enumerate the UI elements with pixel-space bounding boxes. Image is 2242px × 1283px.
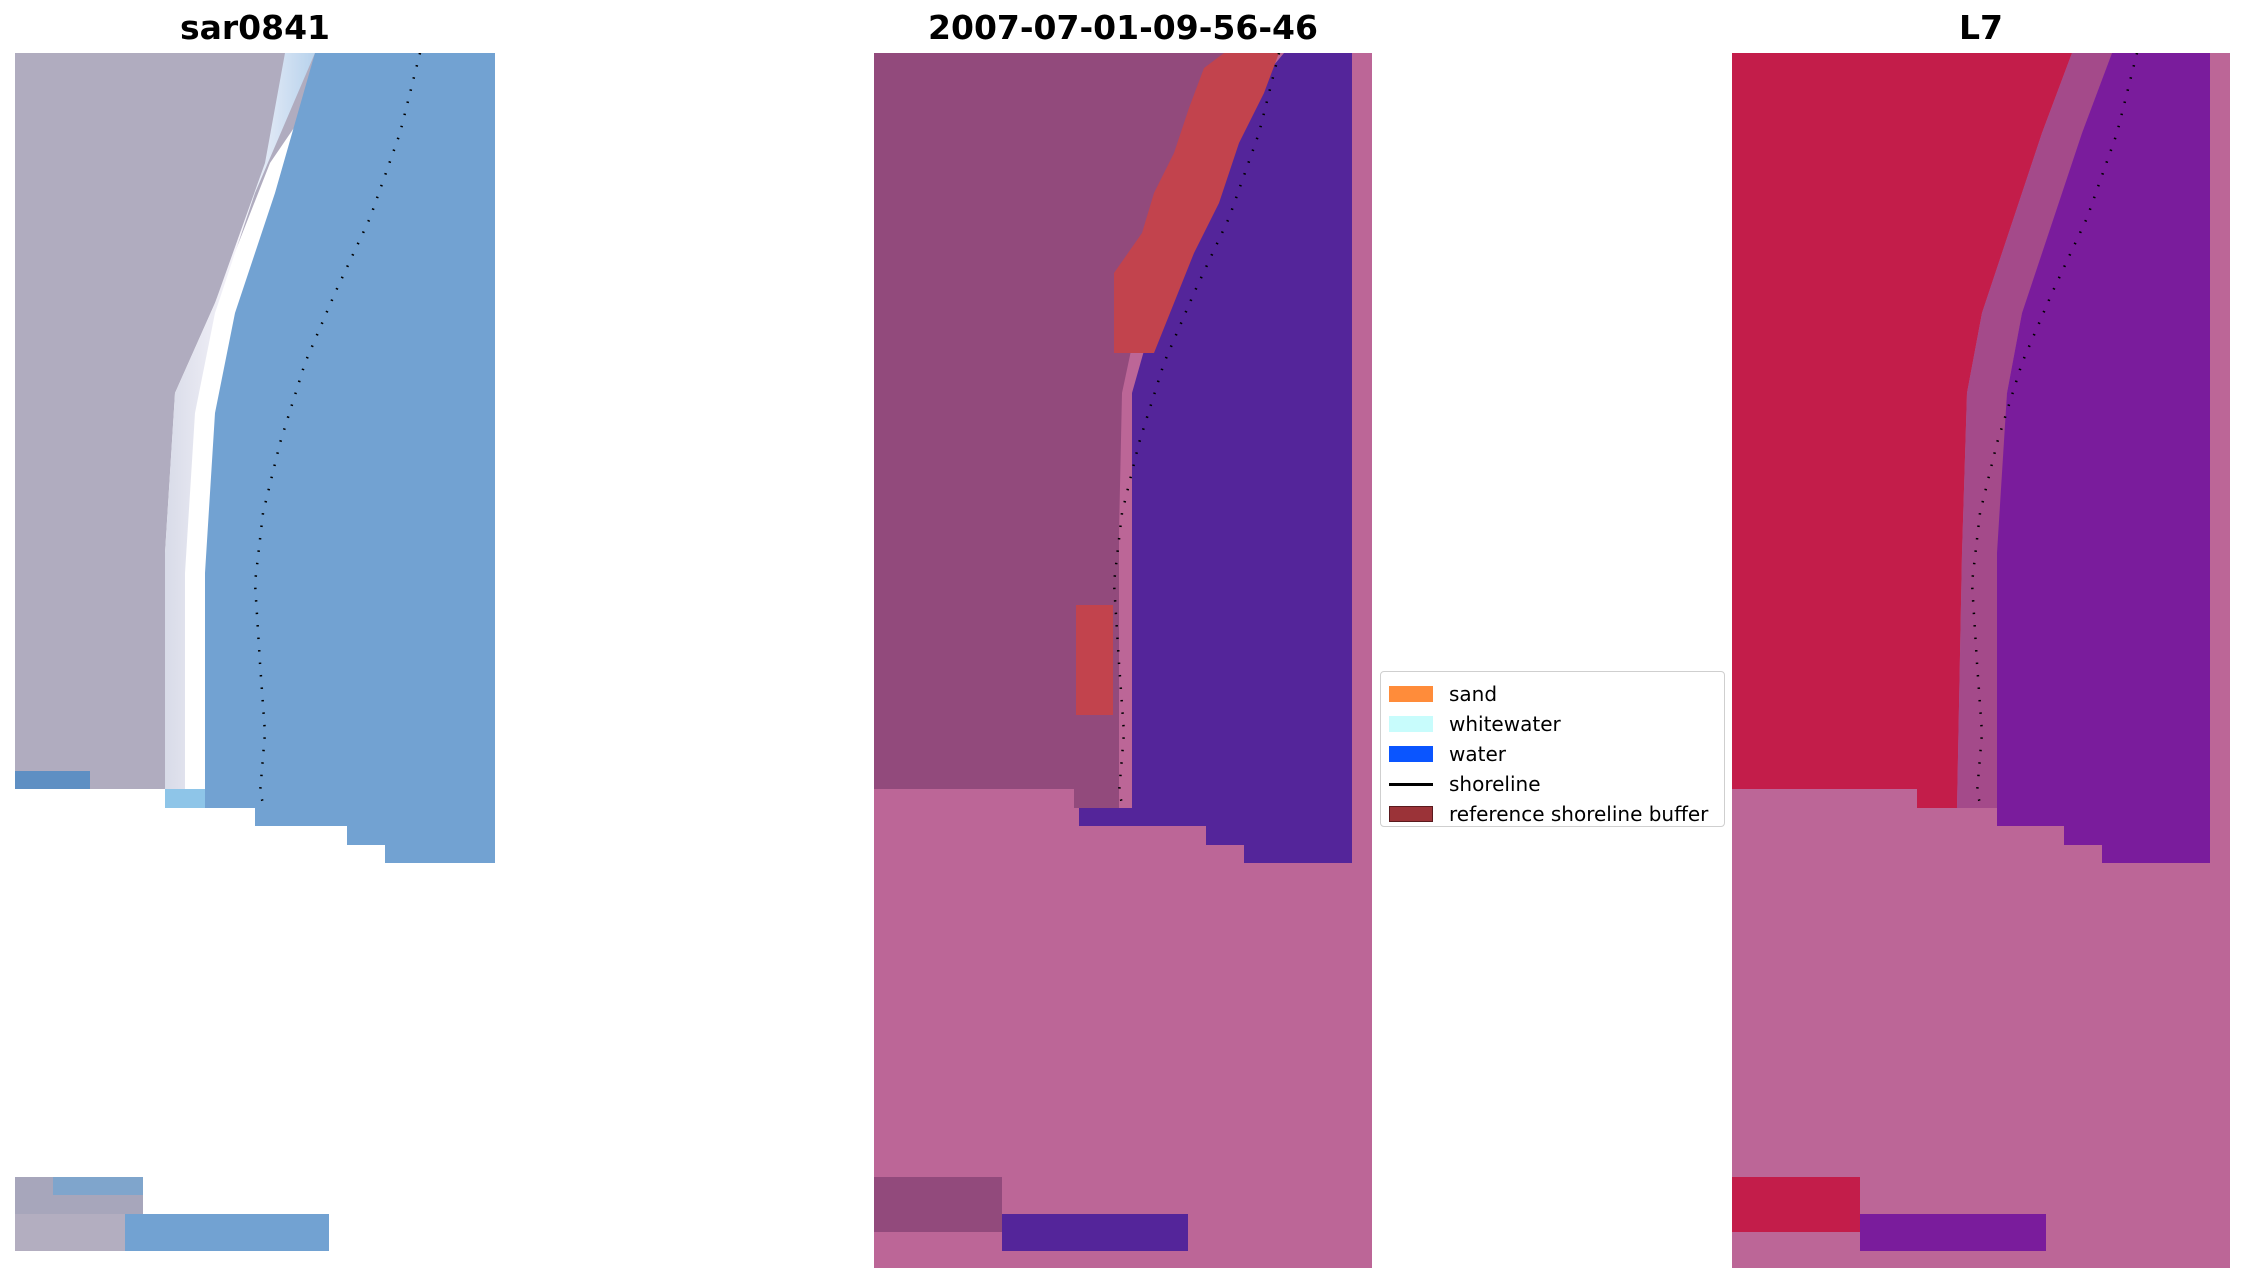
ir-fragment-land — [1732, 1177, 1860, 1232]
legend-label-water: water — [1449, 742, 1506, 766]
ir-water-area — [1997, 53, 2210, 863]
ir-fragment-water — [1860, 1214, 2046, 1251]
legend-item-buffer: reference shoreline buffer — [1389, 799, 1724, 829]
panel-title-rgb: sar0841 — [179, 8, 331, 47]
legend-swatch-sand — [1389, 686, 1433, 702]
rgb-image-panel — [15, 53, 495, 1251]
legend-item-sand: sand — [1389, 679, 1724, 709]
cls-shoreline-buffer — [1114, 53, 1279, 353]
rgb-shoreline — [253, 53, 422, 804]
legend-swatch-whitewater — [1389, 716, 1433, 732]
rgb-fragment-water-2 — [53, 1177, 143, 1195]
cls-fragment-water — [1002, 1214, 1188, 1251]
classified-image-panel — [874, 53, 1372, 1268]
legend-swatch-water — [1389, 746, 1433, 762]
legend-label-shoreline: shoreline — [1449, 772, 1541, 796]
cls-fragment-land — [874, 1177, 1002, 1232]
rgb-fragment-land-2 — [15, 1214, 125, 1251]
legend-label-buffer: reference shoreline buffer — [1449, 802, 1709, 826]
cls-water-area — [1079, 53, 1352, 863]
legend-swatch-buffer — [1389, 806, 1433, 822]
legend: sand whitewater water shoreline referenc… — [1380, 671, 1725, 827]
legend-item-shoreline: shoreline — [1389, 769, 1724, 799]
infrared-image-panel — [1732, 53, 2230, 1268]
ir-shoreline — [1970, 53, 2139, 804]
ir-transition-band — [1957, 53, 2112, 808]
legend-item-water: water — [1389, 739, 1724, 769]
rgb-water-strip-2 — [165, 789, 205, 808]
legend-item-whitewater: whitewater — [1389, 709, 1724, 739]
legend-label-whitewater: whitewater — [1449, 712, 1561, 736]
rgb-fragment-water — [125, 1214, 329, 1251]
cls-shoreline-buffer-2 — [1076, 605, 1113, 715]
legend-label-sand: sand — [1449, 682, 1498, 706]
legend-swatch-shoreline — [1389, 782, 1433, 786]
panel-title-classified: 2007-07-01-09-56-46 — [928, 8, 1318, 47]
ir-land-area — [1732, 53, 2072, 808]
cls-shoreline — [1112, 53, 1281, 804]
rgb-water-area — [205, 53, 495, 863]
rgb-land-area — [15, 53, 345, 789]
rgb-whitewater-band — [165, 53, 315, 808]
rgb-water-strip — [15, 771, 90, 789]
panel-title-infrared: L7 — [1959, 8, 2003, 47]
